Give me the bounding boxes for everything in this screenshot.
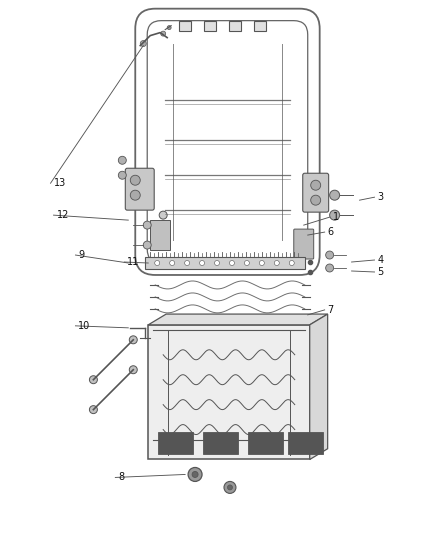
FancyBboxPatch shape — [303, 173, 328, 212]
Text: 4: 4 — [378, 255, 384, 265]
Circle shape — [184, 261, 190, 265]
Circle shape — [274, 261, 279, 265]
Circle shape — [326, 251, 334, 259]
Circle shape — [230, 261, 234, 265]
Text: 12: 12 — [57, 210, 69, 220]
Circle shape — [224, 481, 236, 494]
Text: 13: 13 — [53, 178, 66, 188]
Circle shape — [192, 472, 198, 478]
Circle shape — [188, 467, 202, 481]
Text: 8: 8 — [118, 472, 124, 482]
Circle shape — [326, 264, 334, 272]
Circle shape — [89, 406, 97, 414]
Circle shape — [118, 171, 126, 179]
Circle shape — [311, 180, 321, 190]
Text: 11: 11 — [127, 257, 140, 267]
FancyBboxPatch shape — [125, 168, 154, 210]
Circle shape — [159, 241, 167, 249]
Circle shape — [130, 190, 140, 200]
Bar — [229, 21, 241, 30]
Circle shape — [200, 261, 205, 265]
Text: 6: 6 — [328, 227, 334, 237]
Circle shape — [215, 261, 219, 265]
Circle shape — [143, 241, 151, 249]
FancyBboxPatch shape — [294, 229, 314, 259]
Circle shape — [129, 366, 137, 374]
Bar — [248, 432, 283, 454]
Text: 3: 3 — [378, 192, 384, 202]
Bar — [145, 257, 305, 269]
Bar — [254, 21, 266, 30]
Circle shape — [89, 376, 97, 384]
Circle shape — [227, 485, 233, 490]
Circle shape — [289, 261, 294, 265]
Bar — [288, 432, 323, 454]
Circle shape — [244, 261, 249, 265]
Circle shape — [155, 261, 160, 265]
Circle shape — [259, 261, 265, 265]
Circle shape — [167, 26, 171, 30]
Bar — [148, 325, 310, 459]
Polygon shape — [310, 314, 328, 459]
Circle shape — [140, 41, 146, 46]
Text: 1: 1 — [332, 212, 339, 222]
Circle shape — [330, 190, 339, 200]
Bar — [203, 432, 238, 454]
Circle shape — [161, 31, 166, 36]
Text: 5: 5 — [378, 267, 384, 277]
Circle shape — [159, 211, 167, 219]
Text: 9: 9 — [78, 250, 85, 260]
Circle shape — [118, 156, 126, 164]
Circle shape — [130, 175, 140, 185]
Circle shape — [159, 226, 167, 234]
Text: 7: 7 — [328, 305, 334, 315]
Circle shape — [330, 210, 339, 220]
Bar — [204, 21, 216, 30]
Text: 10: 10 — [78, 321, 91, 331]
Polygon shape — [148, 314, 328, 325]
Bar — [179, 21, 191, 30]
Circle shape — [170, 261, 175, 265]
Bar — [158, 432, 193, 454]
Bar — [150, 220, 170, 250]
Circle shape — [129, 336, 137, 344]
Circle shape — [311, 195, 321, 205]
Circle shape — [143, 221, 151, 229]
